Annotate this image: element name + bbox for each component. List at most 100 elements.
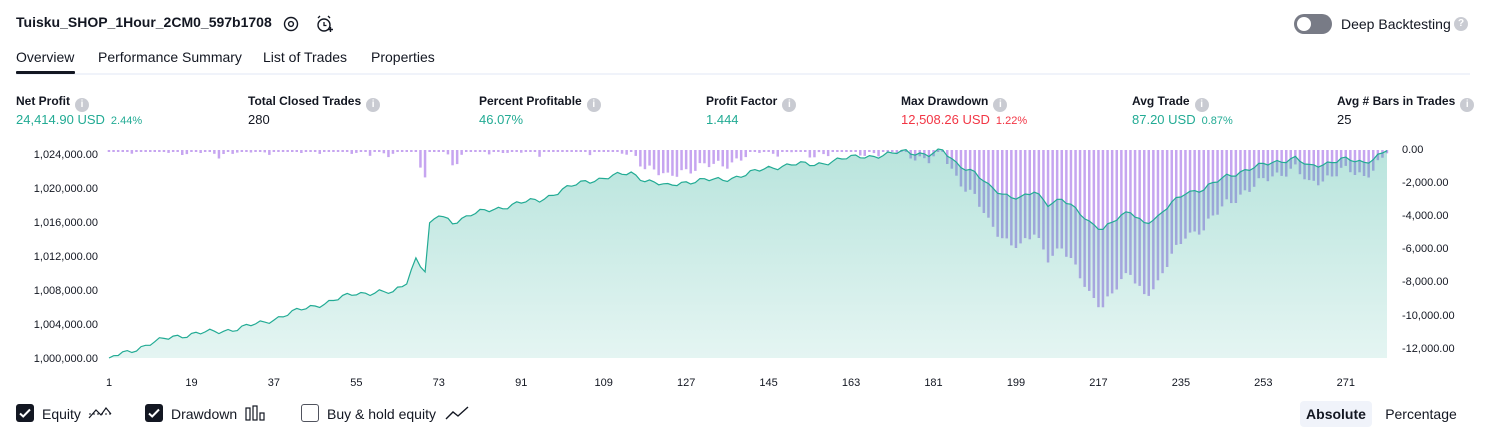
settings-icon[interactable] xyxy=(281,14,301,34)
buy-hold-checkbox[interactable] xyxy=(301,404,319,422)
drawdown-bar xyxy=(254,150,257,152)
drawdown-bar xyxy=(135,150,138,152)
drawdown-bar xyxy=(487,150,491,155)
tab-properties[interactable]: Properties xyxy=(371,49,435,65)
drawdown-bar xyxy=(575,150,578,152)
x-axis-tick: 181 xyxy=(924,377,943,389)
drawdown-bar xyxy=(872,150,876,154)
info-icon[interactable]: i xyxy=(75,98,89,112)
drawdown-bar xyxy=(272,150,276,152)
drawdown-bar xyxy=(616,150,619,152)
tab-performance-summary[interactable]: Performance Summary xyxy=(98,49,242,65)
tab-list-of-trades[interactable]: List of Trades xyxy=(263,49,348,65)
drawdown-bar xyxy=(836,150,839,152)
drawdown-bar xyxy=(735,150,738,159)
metric-value-net-profit: 24,414.90 USD 2.44% xyxy=(16,112,143,127)
info-icon[interactable]: i xyxy=(366,98,381,112)
drawdown-bar xyxy=(336,150,340,152)
drawdown-bar xyxy=(753,150,757,152)
drawdown-bar xyxy=(666,150,670,173)
drawdown-bar xyxy=(868,150,871,152)
drawdown-bar xyxy=(877,150,880,157)
drawdown-bar xyxy=(345,150,349,152)
x-axis-tick: 163 xyxy=(841,377,861,389)
drawdown-bar xyxy=(387,150,390,158)
metric-value-avg-bars-in-trades: 25 xyxy=(1337,112,1352,127)
deep-backtesting-toggle[interactable] xyxy=(1294,14,1332,34)
drawdown-bar xyxy=(469,150,473,152)
drawdown-bar xyxy=(121,150,124,152)
drawdown-bar xyxy=(419,150,422,168)
drawdown-bar xyxy=(112,150,115,152)
drawdown-bar xyxy=(561,150,564,152)
equity-checkbox[interactable] xyxy=(16,404,34,422)
drawdown-bar xyxy=(840,150,844,152)
drawdown-bar xyxy=(423,150,427,178)
drawdown-bar xyxy=(460,150,463,155)
drawdown-bar xyxy=(364,150,367,152)
drawdown-bar xyxy=(373,150,376,152)
drawdown-bar xyxy=(886,150,889,152)
drawdown-bar xyxy=(694,150,697,171)
drawdown-bar xyxy=(139,150,143,152)
drawdown-bar xyxy=(657,150,660,176)
drawdown-bar xyxy=(542,150,546,152)
x-axis-tick: 37 xyxy=(267,377,281,389)
equity-line-icon xyxy=(88,404,112,427)
drawdown-bar xyxy=(309,150,312,152)
drawdown-bar xyxy=(176,150,179,152)
drawdown-bar xyxy=(268,150,271,155)
drawdown-bar xyxy=(442,150,445,152)
drawdown-bar xyxy=(433,150,436,152)
drawdown-bar xyxy=(236,150,239,153)
drawdown-bar xyxy=(891,150,894,152)
drawdown-bar xyxy=(739,150,743,161)
drawdown-bar xyxy=(167,150,170,153)
drawdown-bar xyxy=(785,150,789,152)
drawdown-bar xyxy=(286,150,289,152)
absolute-toggle-button[interactable]: Absolute xyxy=(1300,401,1372,427)
drawdown-bar xyxy=(350,150,353,154)
x-axis-tick: 145 xyxy=(759,377,778,389)
info-icon[interactable]: i xyxy=(586,98,601,112)
drawdown-checkbox[interactable] xyxy=(145,404,163,422)
x-axis-tick: 271 xyxy=(1336,377,1355,389)
x-axis-tick: 19 xyxy=(185,377,198,389)
drawdown-bar xyxy=(520,150,523,153)
drawdown-bar xyxy=(680,150,683,171)
drawdown-bar xyxy=(776,150,779,157)
alarm-clock-plus-icon[interactable] xyxy=(315,14,335,34)
drawdown-bar xyxy=(400,150,404,152)
drawdown-bar xyxy=(584,150,587,152)
drawdown-bar xyxy=(428,150,431,152)
info-icon[interactable]: i xyxy=(993,98,1008,112)
tab-overview[interactable]: Overview xyxy=(16,49,75,65)
percentage-toggle-button[interactable]: Percentage xyxy=(1385,406,1457,422)
metric-value-avg-trade: 87.20 USD 0.87% xyxy=(1132,112,1233,127)
x-axis-tick: 217 xyxy=(1089,377,1108,389)
x-axis-tick: 199 xyxy=(1006,377,1026,389)
drawdown-bar xyxy=(799,150,802,152)
drawdown-bar xyxy=(153,150,156,152)
drawdown-bar xyxy=(474,150,477,152)
right-axis-tick: -2,000.00 xyxy=(1402,177,1449,189)
drawdown-bar xyxy=(300,150,303,153)
drawdown-bar xyxy=(881,150,885,152)
right-axis-tick: -10,000.00 xyxy=(1402,310,1455,322)
deep-backtesting-label: Deep Backtesting xyxy=(1341,16,1451,32)
drawdown-bar xyxy=(790,150,793,153)
drawdown-bar xyxy=(662,150,665,174)
drawdown-bar xyxy=(639,150,642,167)
drawdown-bar xyxy=(194,150,198,152)
drawdown-bar xyxy=(451,150,454,166)
drawdown-bar xyxy=(405,150,408,152)
question-icon[interactable]: ? xyxy=(1454,17,1468,31)
drawdown-bar xyxy=(368,150,372,156)
drawdown-bar xyxy=(602,150,605,152)
info-icon[interactable]: i xyxy=(1194,98,1209,112)
drawdown-bar xyxy=(849,150,853,152)
drawdown-bar xyxy=(510,150,514,152)
drawdown-bar xyxy=(277,150,280,152)
info-icon[interactable]: i xyxy=(1460,98,1475,112)
info-icon[interactable]: i xyxy=(782,98,797,112)
